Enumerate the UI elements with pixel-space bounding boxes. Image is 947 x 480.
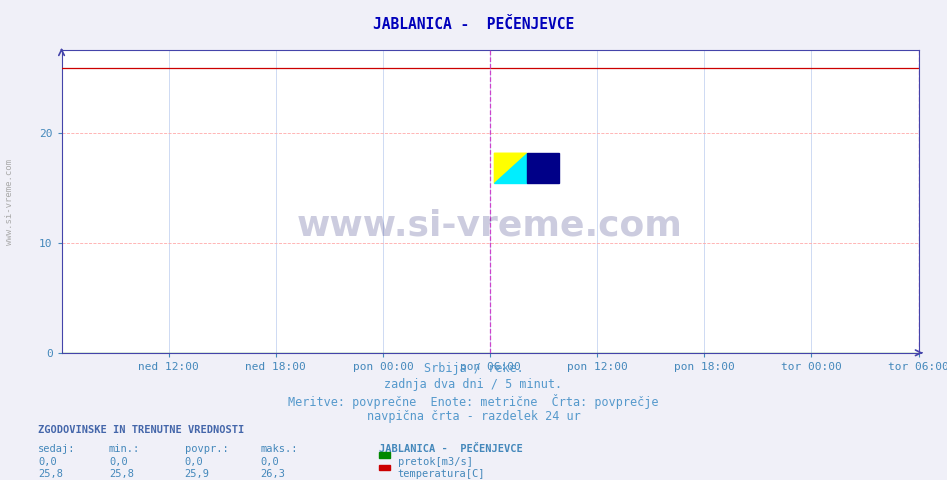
Text: Meritve: povprečne  Enote: metrične  Črta: povprečje: Meritve: povprečne Enote: metrične Črta:… (288, 394, 659, 409)
Text: zadnja dva dni / 5 minut.: zadnja dva dni / 5 minut. (384, 378, 563, 391)
Text: www.si-vreme.com: www.si-vreme.com (5, 158, 14, 245)
Text: ZGODOVINSKE IN TRENUTNE VREDNOSTI: ZGODOVINSKE IN TRENUTNE VREDNOSTI (38, 425, 244, 435)
Text: min.:: min.: (109, 444, 140, 454)
Text: 0,0: 0,0 (260, 457, 279, 467)
Text: 25,8: 25,8 (109, 469, 134, 480)
Polygon shape (494, 153, 527, 183)
Text: navpična črta - razdelek 24 ur: navpična črta - razdelek 24 ur (366, 410, 581, 423)
Text: temperatura[C]: temperatura[C] (398, 469, 485, 480)
Text: Srbija / reke.: Srbija / reke. (423, 362, 524, 375)
Text: JABLANICA -  PEČENJEVCE: JABLANICA - PEČENJEVCE (373, 17, 574, 32)
Text: 0,0: 0,0 (38, 457, 57, 467)
Text: 25,8: 25,8 (38, 469, 63, 480)
Text: povpr.:: povpr.: (185, 444, 228, 454)
Polygon shape (527, 153, 560, 183)
Text: 26,3: 26,3 (260, 469, 285, 480)
Polygon shape (494, 153, 527, 183)
Text: pretok[m3/s]: pretok[m3/s] (398, 457, 473, 467)
Text: 25,9: 25,9 (185, 469, 209, 480)
Text: maks.:: maks.: (260, 444, 298, 454)
Text: 0,0: 0,0 (109, 457, 128, 467)
Text: sedaj:: sedaj: (38, 444, 76, 454)
Text: JABLANICA -  PEČENJEVCE: JABLANICA - PEČENJEVCE (379, 444, 523, 454)
Text: www.si-vreme.com: www.si-vreme.com (297, 209, 683, 243)
Text: 0,0: 0,0 (185, 457, 204, 467)
